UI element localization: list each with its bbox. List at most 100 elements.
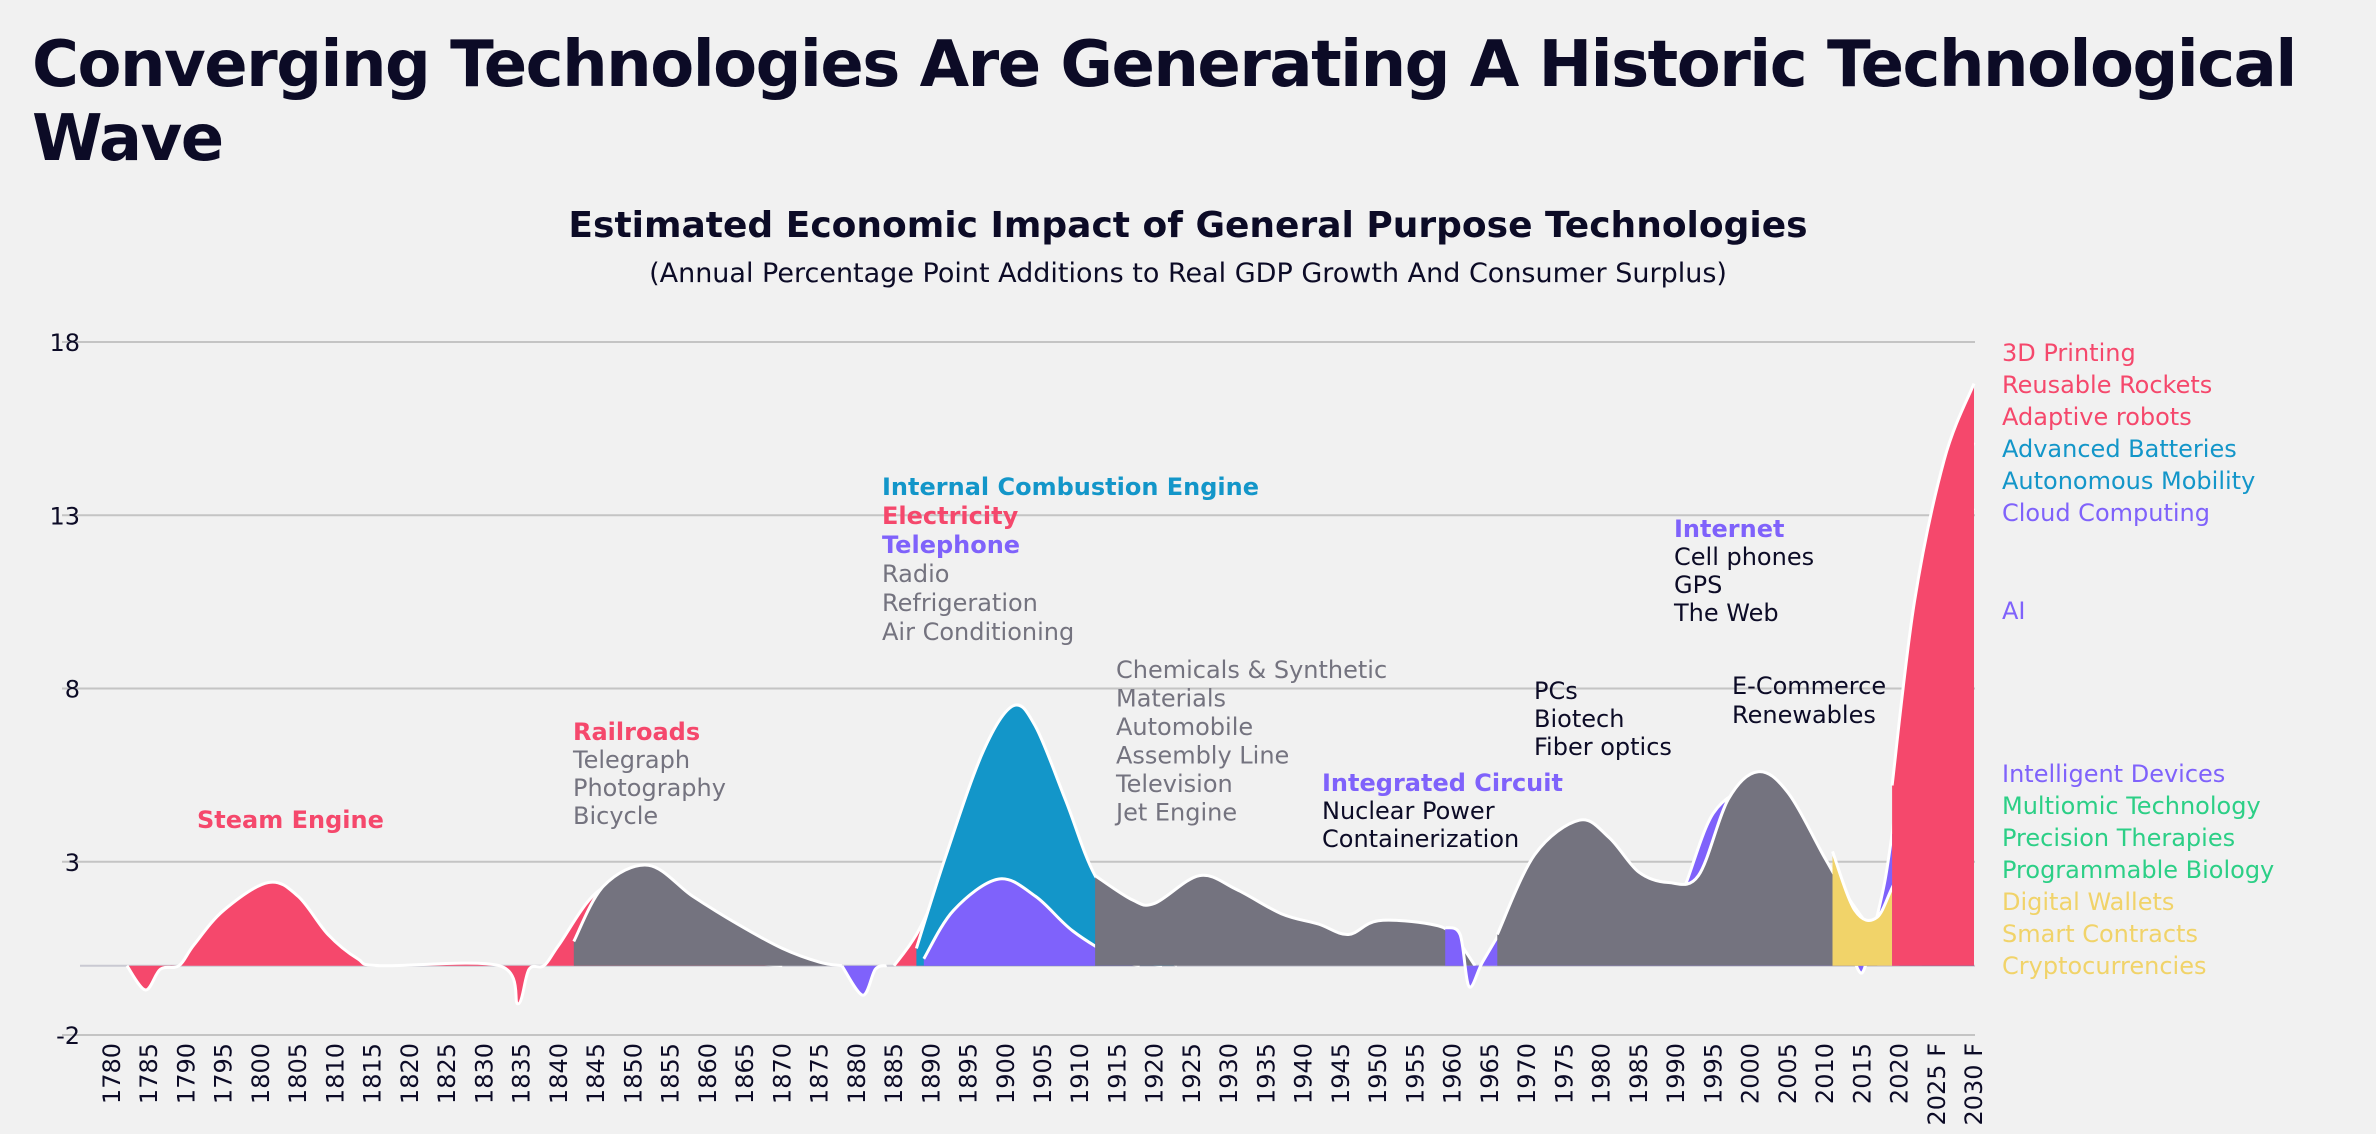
annotation-7-line-0: E-Commerce <box>1732 672 1886 700</box>
x-tick-label-45: 2005 <box>1774 1043 1802 1104</box>
annotation-6-line-1: Cell phones <box>1674 543 1814 571</box>
annotation-4-line-1: Nuclear Power <box>1322 797 1495 825</box>
legend-item-13: Cryptocurrencies <box>2002 952 2206 980</box>
annotation-1-line-1: Telegraph <box>572 746 690 774</box>
annotation-3-line-4: Television <box>1115 770 1233 798</box>
legend-item-3: Advanced Batteries <box>2002 435 2237 463</box>
x-tick-label-41: 1985 <box>1625 1043 1653 1104</box>
y-tick-label-1: 13 <box>49 502 80 530</box>
annotation-1-line-0: Railroads <box>573 718 700 746</box>
y-tick-label-4: -2 <box>56 1022 80 1050</box>
annotation-3-line-5: Jet Engine <box>1114 799 1237 827</box>
annotation-3-line-0: Chemicals & Synthetic <box>1116 656 1387 684</box>
annotation-5-line-2: Fiber optics <box>1534 733 1672 761</box>
annotation-4-line-2: Containerization <box>1322 825 1519 853</box>
x-tick-label-29: 1925 <box>1178 1043 1206 1104</box>
legend-item-4: Autonomous Mobility <box>2002 467 2255 495</box>
legend-item-7: Intelligent Devices <box>2002 760 2225 788</box>
annotation-2-line-5: Air Conditioning <box>882 618 1074 646</box>
legend: 3D Printing Reusable Rockets Adaptive robo… <box>2002 339 2274 980</box>
annotation-4-line-0: Integrated Circuit <box>1322 769 1563 797</box>
x-tick-label-32: 1940 <box>1290 1043 1318 1104</box>
legend-item-11: Digital Wallets <box>2002 888 2174 916</box>
x-tick-label-7: 1815 <box>359 1043 387 1104</box>
legend-item-0: 3D Printing <box>2002 339 2136 367</box>
x-tick-label-12: 1840 <box>545 1043 573 1104</box>
x-axis-ticks: 1780 1785 1790 1795 1800 1805 1810 1815 1820 1825… <box>98 1043 1988 1126</box>
x-tick-label-8: 1820 <box>396 1043 424 1104</box>
y-tick-label-2: 8 <box>65 676 80 704</box>
y-tick-label-3: 3 <box>65 849 80 877</box>
annotation-5-line-1: Biotech <box>1534 705 1624 733</box>
legend-item-12: Smart Contracts <box>2002 920 2198 948</box>
x-tick-label-14: 1850 <box>619 1043 647 1104</box>
series-outline-2 <box>840 964 888 997</box>
x-tick-label-20: 1880 <box>843 1043 871 1104</box>
x-tick-label-38: 1970 <box>1513 1043 1541 1104</box>
x-tick-label-39: 1975 <box>1550 1043 1578 1104</box>
series-outline-1 <box>572 863 843 968</box>
legend-item-2: Adaptive robots <box>2002 403 2192 431</box>
annotation-3: Chemicals & SyntheticMaterialsAutomobile… <box>1114 656 1387 827</box>
x-tick-label-26: 1910 <box>1066 1043 1094 1104</box>
x-tick-label-4: 1800 <box>247 1043 275 1104</box>
x-tick-label-48: 2020 <box>1886 1043 1914 1104</box>
x-tick-label-46: 2010 <box>1811 1043 1839 1104</box>
annotation-6-line-3: The Web <box>1673 599 1779 627</box>
series-area-1 <box>573 865 842 966</box>
x-tick-label-34: 1950 <box>1364 1043 1392 1104</box>
x-tick-label-15: 1855 <box>657 1043 685 1104</box>
x-tick-label-11: 1835 <box>508 1043 536 1104</box>
annotation-0-line-0: Steam Engine <box>197 806 384 834</box>
annotation-2-line-2: Telephone <box>882 531 1020 559</box>
x-tick-label-23: 1895 <box>955 1043 983 1104</box>
x-tick-label-21: 1885 <box>880 1043 908 1104</box>
legend-item-1: Reusable Rockets <box>2002 371 2212 399</box>
x-tick-label-50: 2030 F <box>1960 1043 1988 1126</box>
series-area-8 <box>1497 771 1878 966</box>
x-tick-label-49: 2025 F <box>1923 1043 1951 1126</box>
legend-item-5: Cloud Computing <box>2002 499 2210 527</box>
technology-annotations: Steam Engine RailroadsTelegraphPhotograph… <box>197 473 1886 853</box>
annotation-3-line-2: Automobile <box>1116 713 1253 741</box>
x-tick-label-25: 1905 <box>1029 1043 1057 1104</box>
series-area-5 <box>923 878 1140 966</box>
annotation-5-line-0: PCs <box>1534 677 1578 705</box>
x-tick-label-10: 1830 <box>470 1043 498 1104</box>
series-area-2 <box>841 965 887 996</box>
x-tick-label-17: 1865 <box>731 1043 759 1104</box>
x-tick-label-43: 1995 <box>1699 1043 1727 1104</box>
y-tick-label-0: 18 <box>49 329 80 357</box>
series-areas <box>125 383 1976 1006</box>
x-tick-label-0: 1780 <box>98 1043 126 1104</box>
x-tick-label-3: 1795 <box>210 1043 238 1104</box>
annotation-2-line-1: Electricity <box>882 502 1019 530</box>
x-tick-label-19: 1875 <box>806 1043 834 1104</box>
series-outline-13 <box>1890 383 1976 786</box>
annotation-2-line-3: Radio <box>882 560 949 588</box>
x-tick-label-37: 1965 <box>1476 1043 1504 1104</box>
legend-item-10: Programmable Biology <box>2002 856 2274 884</box>
x-tick-label-27: 1915 <box>1104 1043 1132 1104</box>
series-outline-8 <box>1495 770 1879 939</box>
series-area-13 <box>1892 383 1974 966</box>
x-tick-label-30: 1930 <box>1215 1043 1243 1104</box>
chart-title: Estimated Economic Impact of General Pur… <box>568 205 1808 246</box>
x-tick-label-1: 1785 <box>135 1043 163 1104</box>
x-tick-label-16: 1860 <box>694 1043 722 1104</box>
x-tick-label-5: 1805 <box>284 1043 312 1104</box>
annotation-1-line-3: Bicycle <box>573 802 658 830</box>
chart-subtitle: (Annual Percentage Point Additions to Re… <box>649 258 1727 289</box>
x-tick-label-24: 1900 <box>992 1043 1020 1104</box>
annotation-2-line-4: Refrigeration <box>882 589 1038 617</box>
x-tick-label-36: 1960 <box>1439 1043 1467 1104</box>
x-tick-label-42: 1990 <box>1662 1043 1690 1104</box>
series-area-6 <box>1095 875 1475 966</box>
x-tick-label-22: 1890 <box>917 1043 945 1104</box>
legend-item-9: Precision Therapies <box>2002 824 2235 852</box>
x-tick-label-47: 2015 <box>1848 1043 1876 1104</box>
annotation-7-line-1: Renewables <box>1732 701 1876 729</box>
